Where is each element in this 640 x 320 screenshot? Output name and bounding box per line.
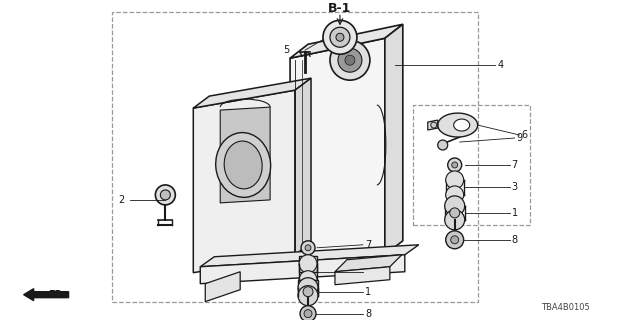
Polygon shape <box>205 272 240 302</box>
Text: FR.: FR. <box>49 290 67 300</box>
Polygon shape <box>335 255 402 272</box>
Circle shape <box>301 241 315 255</box>
Polygon shape <box>290 24 403 58</box>
Polygon shape <box>438 113 477 137</box>
Circle shape <box>299 255 317 273</box>
Circle shape <box>298 278 318 298</box>
Text: B-1: B-1 <box>328 2 351 15</box>
Circle shape <box>336 33 344 41</box>
Ellipse shape <box>216 132 271 197</box>
Polygon shape <box>193 78 311 108</box>
Polygon shape <box>290 38 385 275</box>
Circle shape <box>448 158 461 172</box>
Circle shape <box>452 162 458 168</box>
Text: 9: 9 <box>516 133 523 143</box>
Text: 5: 5 <box>283 45 289 55</box>
Polygon shape <box>295 78 311 255</box>
Circle shape <box>161 190 170 200</box>
Polygon shape <box>220 107 270 203</box>
FancyArrow shape <box>24 289 68 301</box>
Text: 7: 7 <box>365 240 371 250</box>
Circle shape <box>323 20 357 54</box>
Bar <box>299 256 317 272</box>
Bar <box>413 105 529 225</box>
Circle shape <box>304 310 312 318</box>
Text: 7: 7 <box>511 160 518 170</box>
Text: 1: 1 <box>365 287 371 297</box>
Circle shape <box>338 48 362 72</box>
Polygon shape <box>200 245 419 267</box>
Circle shape <box>299 271 317 289</box>
Polygon shape <box>428 120 438 130</box>
Polygon shape <box>200 255 405 284</box>
Text: 8: 8 <box>365 308 371 319</box>
Polygon shape <box>385 24 403 255</box>
Circle shape <box>303 287 313 297</box>
Text: 8: 8 <box>511 235 518 245</box>
Circle shape <box>445 171 463 189</box>
Text: 6: 6 <box>522 130 527 140</box>
Bar <box>298 280 318 296</box>
Circle shape <box>300 306 316 320</box>
Text: 4: 4 <box>497 60 504 70</box>
Text: 3: 3 <box>365 267 371 277</box>
Circle shape <box>438 140 448 150</box>
Circle shape <box>345 55 355 65</box>
Text: 1: 1 <box>511 208 518 218</box>
Circle shape <box>305 245 311 251</box>
Circle shape <box>450 208 460 218</box>
Circle shape <box>451 236 459 244</box>
Circle shape <box>156 185 175 205</box>
Text: 2: 2 <box>118 195 125 205</box>
Text: 3: 3 <box>511 182 518 192</box>
Circle shape <box>445 231 463 249</box>
Polygon shape <box>454 119 470 131</box>
Circle shape <box>298 286 318 306</box>
Ellipse shape <box>224 141 262 189</box>
Circle shape <box>431 122 436 128</box>
Bar <box>113 12 477 302</box>
Polygon shape <box>335 267 390 285</box>
Polygon shape <box>193 90 295 273</box>
Text: TBA4B0105: TBA4B0105 <box>541 303 589 312</box>
Circle shape <box>330 27 350 47</box>
Circle shape <box>445 210 465 230</box>
Circle shape <box>330 40 370 80</box>
Circle shape <box>445 196 465 216</box>
Circle shape <box>445 186 463 204</box>
